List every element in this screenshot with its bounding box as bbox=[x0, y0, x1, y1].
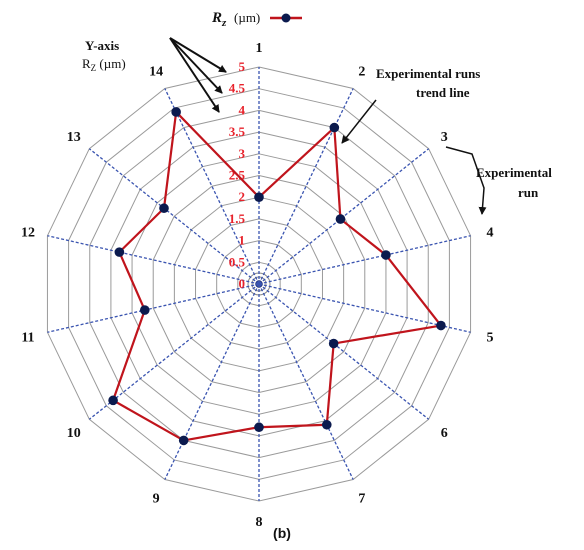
category-label: 10 bbox=[67, 426, 81, 441]
category-label: 9 bbox=[153, 492, 160, 507]
radial-tick-label: 1.5 bbox=[229, 211, 246, 226]
radial-tick-label: 3 bbox=[239, 146, 246, 161]
panel-label: (b) bbox=[273, 525, 291, 541]
data-point bbox=[159, 203, 169, 214]
legend-symbol: Rz bbox=[211, 10, 227, 29]
grid-ring bbox=[89, 109, 429, 459]
grid-spoke bbox=[88, 283, 260, 420]
grid-spoke bbox=[258, 283, 430, 420]
data-point bbox=[321, 419, 332, 430]
radial-tick-label: 0.5 bbox=[229, 254, 246, 269]
data-point bbox=[381, 250, 391, 260]
series-layer bbox=[108, 107, 446, 446]
data-point bbox=[328, 338, 339, 349]
grid-spokes bbox=[47, 67, 471, 501]
radial-tick-label: 2 bbox=[239, 189, 246, 204]
category-label: 7 bbox=[358, 492, 365, 507]
data-point bbox=[171, 107, 181, 117]
category-label: 8 bbox=[256, 515, 263, 530]
category-label: 5 bbox=[487, 331, 494, 346]
grid-spoke bbox=[88, 148, 260, 285]
run-label-1: Experimental bbox=[476, 165, 552, 180]
run-label-2: run bbox=[518, 185, 539, 200]
y-axis-unit: RZ (µm) bbox=[82, 56, 126, 73]
grid-spoke bbox=[258, 283, 471, 333]
radial-tick-label: 5 bbox=[239, 59, 246, 74]
data-point bbox=[254, 192, 264, 202]
y-axis-title: Y-axis bbox=[85, 38, 119, 53]
radial-tick-label: 4.5 bbox=[229, 81, 246, 96]
category-label: 11 bbox=[21, 331, 34, 346]
category-label: 4 bbox=[487, 225, 494, 240]
data-point bbox=[329, 122, 340, 133]
category-label: 2 bbox=[358, 64, 365, 79]
grid-spoke bbox=[258, 283, 354, 480]
data-point bbox=[114, 247, 125, 257]
grid-spoke bbox=[258, 235, 471, 285]
run-bracket bbox=[445, 146, 487, 215]
data-point bbox=[178, 435, 189, 446]
grid-spoke bbox=[47, 283, 260, 333]
grid-spoke bbox=[258, 148, 430, 285]
data-point bbox=[335, 214, 346, 224]
grid-spoke bbox=[164, 88, 260, 285]
trend-line-annotation: Experimental runs trend line bbox=[341, 66, 480, 144]
data-point bbox=[139, 305, 150, 315]
category-label: 14 bbox=[149, 64, 163, 79]
trend-line-label-2: trend line bbox=[416, 85, 470, 100]
y-axis-arrow-3 bbox=[169, 37, 220, 113]
radial-tick-label: 0 bbox=[239, 276, 246, 291]
data-point bbox=[108, 395, 118, 406]
grid-spoke bbox=[258, 88, 354, 285]
data-point bbox=[254, 422, 264, 433]
y-axis-arrow-1 bbox=[169, 37, 227, 73]
category-label: 3 bbox=[441, 130, 448, 145]
category-label: 12 bbox=[21, 225, 35, 240]
radial-tick-label: 1 bbox=[239, 233, 246, 248]
y-axis-arrow-2 bbox=[169, 37, 223, 94]
legend-marker bbox=[281, 13, 291, 23]
category-label: 6 bbox=[441, 426, 448, 441]
legend-unit: (µm) bbox=[234, 10, 260, 25]
category-label: 13 bbox=[67, 130, 81, 145]
radial-tick-label: 4 bbox=[239, 102, 246, 117]
grid-spoke bbox=[47, 235, 260, 285]
category-label: 1 bbox=[256, 41, 263, 56]
radial-tick-label: 3.5 bbox=[229, 124, 246, 139]
grid-ring bbox=[216, 240, 302, 328]
trend-line-arrow bbox=[341, 99, 377, 144]
legend: Rz (µm) bbox=[211, 10, 302, 29]
y-axis-annotation: Y-axis RZ (µm) bbox=[82, 37, 227, 113]
series-line bbox=[111, 110, 443, 442]
trend-line-label-1: Experimental runs bbox=[376, 66, 480, 81]
experimental-run-annotation: Experimental run bbox=[445, 146, 552, 215]
radial-tick-labels: 00.511.522.533.544.55 bbox=[229, 59, 246, 291]
data-point bbox=[436, 320, 446, 331]
grid-spoke bbox=[164, 283, 260, 480]
grid-ring bbox=[152, 174, 366, 394]
